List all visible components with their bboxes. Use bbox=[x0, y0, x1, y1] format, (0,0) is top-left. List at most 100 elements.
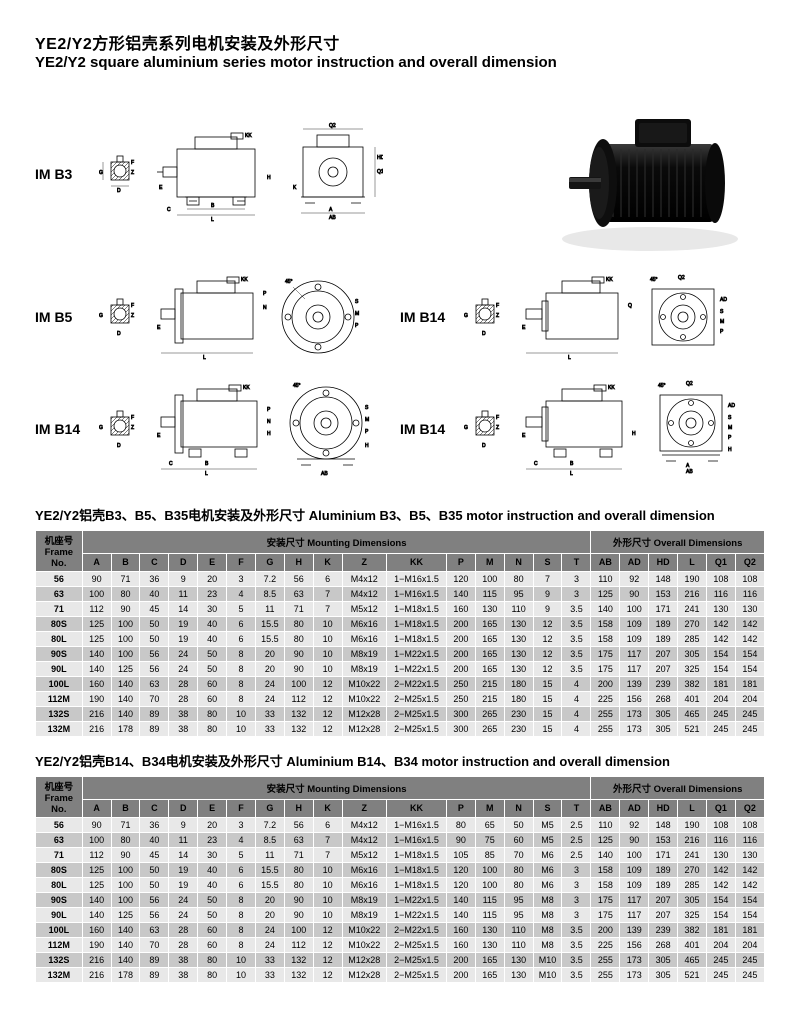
svg-text:E: E bbox=[157, 433, 161, 439]
table-cell: 521 bbox=[678, 722, 707, 737]
table-cell: 40 bbox=[198, 632, 227, 647]
table-cell: 63 bbox=[284, 587, 313, 602]
table-cell: 63 bbox=[284, 833, 313, 848]
svg-text:M: M bbox=[365, 417, 369, 423]
th-frame: 机座号 Frame No. bbox=[36, 531, 83, 572]
table-cell: 216 bbox=[678, 587, 707, 602]
table-cell: 9 bbox=[169, 572, 198, 587]
table-cell: 160 bbox=[446, 602, 475, 617]
table-row: 90S1401005624508209010M8x191−M22x1.51401… bbox=[36, 893, 765, 908]
table-cell: 40 bbox=[140, 587, 169, 602]
mount-label-b5: IM B5 bbox=[35, 309, 99, 325]
table-cell: M10 bbox=[533, 953, 562, 968]
table-cell: 100 bbox=[284, 677, 313, 692]
table-cell: 10 bbox=[313, 647, 342, 662]
svg-text:AB: AB bbox=[686, 469, 693, 475]
table-cell: 225 bbox=[591, 938, 620, 953]
table-cell: 160 bbox=[446, 923, 475, 938]
table-cell: 33 bbox=[255, 953, 284, 968]
table-cell: 132M bbox=[36, 968, 83, 983]
table-row: 7111290451430511717M5x121−M18x1.51601301… bbox=[36, 602, 765, 617]
table-cell: 11 bbox=[169, 833, 198, 848]
table-cell: 90 bbox=[620, 587, 649, 602]
table-cell: 140 bbox=[446, 587, 475, 602]
table-cell: 270 bbox=[678, 617, 707, 632]
svg-text:P: P bbox=[365, 429, 369, 435]
svg-text:Z: Z bbox=[496, 313, 499, 319]
table-cell: 1−M18x1.5 bbox=[386, 863, 446, 878]
table-cell: 190 bbox=[82, 692, 111, 707]
table-cell: 100 bbox=[284, 923, 313, 938]
svg-text:E: E bbox=[159, 185, 163, 191]
table-cell: 132S bbox=[36, 707, 83, 722]
table-cell: 12 bbox=[533, 662, 562, 677]
table-cell: 305 bbox=[649, 722, 678, 737]
table-cell: 285 bbox=[678, 632, 707, 647]
table-cell: 250 bbox=[446, 677, 475, 692]
table-cell: 173 bbox=[620, 707, 649, 722]
table-cell: 12 bbox=[313, 953, 342, 968]
table-cell: 140 bbox=[82, 893, 111, 908]
table-cell: 4 bbox=[562, 722, 591, 737]
drawing-b14c-front: 45° Q2 AD S M P H AB A bbox=[646, 375, 740, 483]
table-cell: 190 bbox=[82, 938, 111, 953]
table-cell: 148 bbox=[649, 818, 678, 833]
table-cell: 4 bbox=[227, 833, 256, 848]
table-cell: 9 bbox=[533, 587, 562, 602]
table-cell: M6x16 bbox=[342, 617, 386, 632]
table-cell: 112M bbox=[36, 938, 83, 953]
table-cell: 3.5 bbox=[562, 647, 591, 662]
drawing-b5: G D F Z KK L E P N bbox=[99, 267, 363, 367]
table-cell: 30 bbox=[198, 848, 227, 863]
table-cell: 90 bbox=[111, 602, 140, 617]
table-cell: 80 bbox=[284, 617, 313, 632]
table-cell: 9 bbox=[169, 818, 198, 833]
svg-text:N: N bbox=[263, 305, 267, 311]
table-cell: 130 bbox=[504, 617, 533, 632]
svg-text:KK: KK bbox=[241, 277, 248, 283]
table-cell: 117 bbox=[620, 662, 649, 677]
table-cell: 45 bbox=[140, 848, 169, 863]
svg-text:Z: Z bbox=[131, 425, 134, 431]
table-cell: 112 bbox=[284, 938, 313, 953]
table-row: 80S125100501940615.58010M6x161−M18x1.520… bbox=[36, 617, 765, 632]
table-cell: 85 bbox=[475, 848, 504, 863]
table-cell: M8 bbox=[533, 923, 562, 938]
table-cell: 245 bbox=[735, 968, 764, 983]
table-cell: 125 bbox=[82, 863, 111, 878]
table-cell: 20 bbox=[198, 572, 227, 587]
table-cell: 2−M25x1.5 bbox=[386, 707, 446, 722]
svg-text:A: A bbox=[329, 207, 333, 213]
table-cell: 100 bbox=[111, 632, 140, 647]
table-cell: 71 bbox=[284, 602, 313, 617]
table-cell: 215 bbox=[475, 692, 504, 707]
table-cell: 142 bbox=[706, 617, 735, 632]
table-cell: 15.5 bbox=[255, 617, 284, 632]
table-cell: 12 bbox=[533, 647, 562, 662]
table-cell: 50 bbox=[140, 617, 169, 632]
table-row: 132S216140893880103313212M12x282−M25x1.5… bbox=[36, 953, 765, 968]
table-cell: 71 bbox=[36, 602, 83, 617]
th-col: B bbox=[111, 553, 140, 571]
drawing-b14c-side: KK L B C E H bbox=[512, 375, 640, 483]
table-cell: 265 bbox=[475, 707, 504, 722]
svg-text:AD: AD bbox=[728, 403, 735, 409]
table-cell: 50 bbox=[140, 632, 169, 647]
th-col: E bbox=[198, 799, 227, 817]
svg-text:F: F bbox=[131, 160, 134, 166]
table-cell: 100L bbox=[36, 677, 83, 692]
table-cell: 207 bbox=[649, 662, 678, 677]
table-cell: 19 bbox=[169, 617, 198, 632]
table-cell: 70 bbox=[140, 938, 169, 953]
table-cell: 154 bbox=[735, 647, 764, 662]
table-cell: 255 bbox=[591, 707, 620, 722]
svg-text:45°: 45° bbox=[650, 277, 658, 283]
table-cell: 40 bbox=[198, 863, 227, 878]
svg-text:S: S bbox=[365, 405, 369, 411]
table-cell: 1−M22x1.5 bbox=[386, 647, 446, 662]
table-cell: 6 bbox=[227, 863, 256, 878]
table-cell: 130 bbox=[504, 662, 533, 677]
table-cell: M8x19 bbox=[342, 893, 386, 908]
table-cell: M4x12 bbox=[342, 587, 386, 602]
th-col: KK bbox=[386, 553, 446, 571]
